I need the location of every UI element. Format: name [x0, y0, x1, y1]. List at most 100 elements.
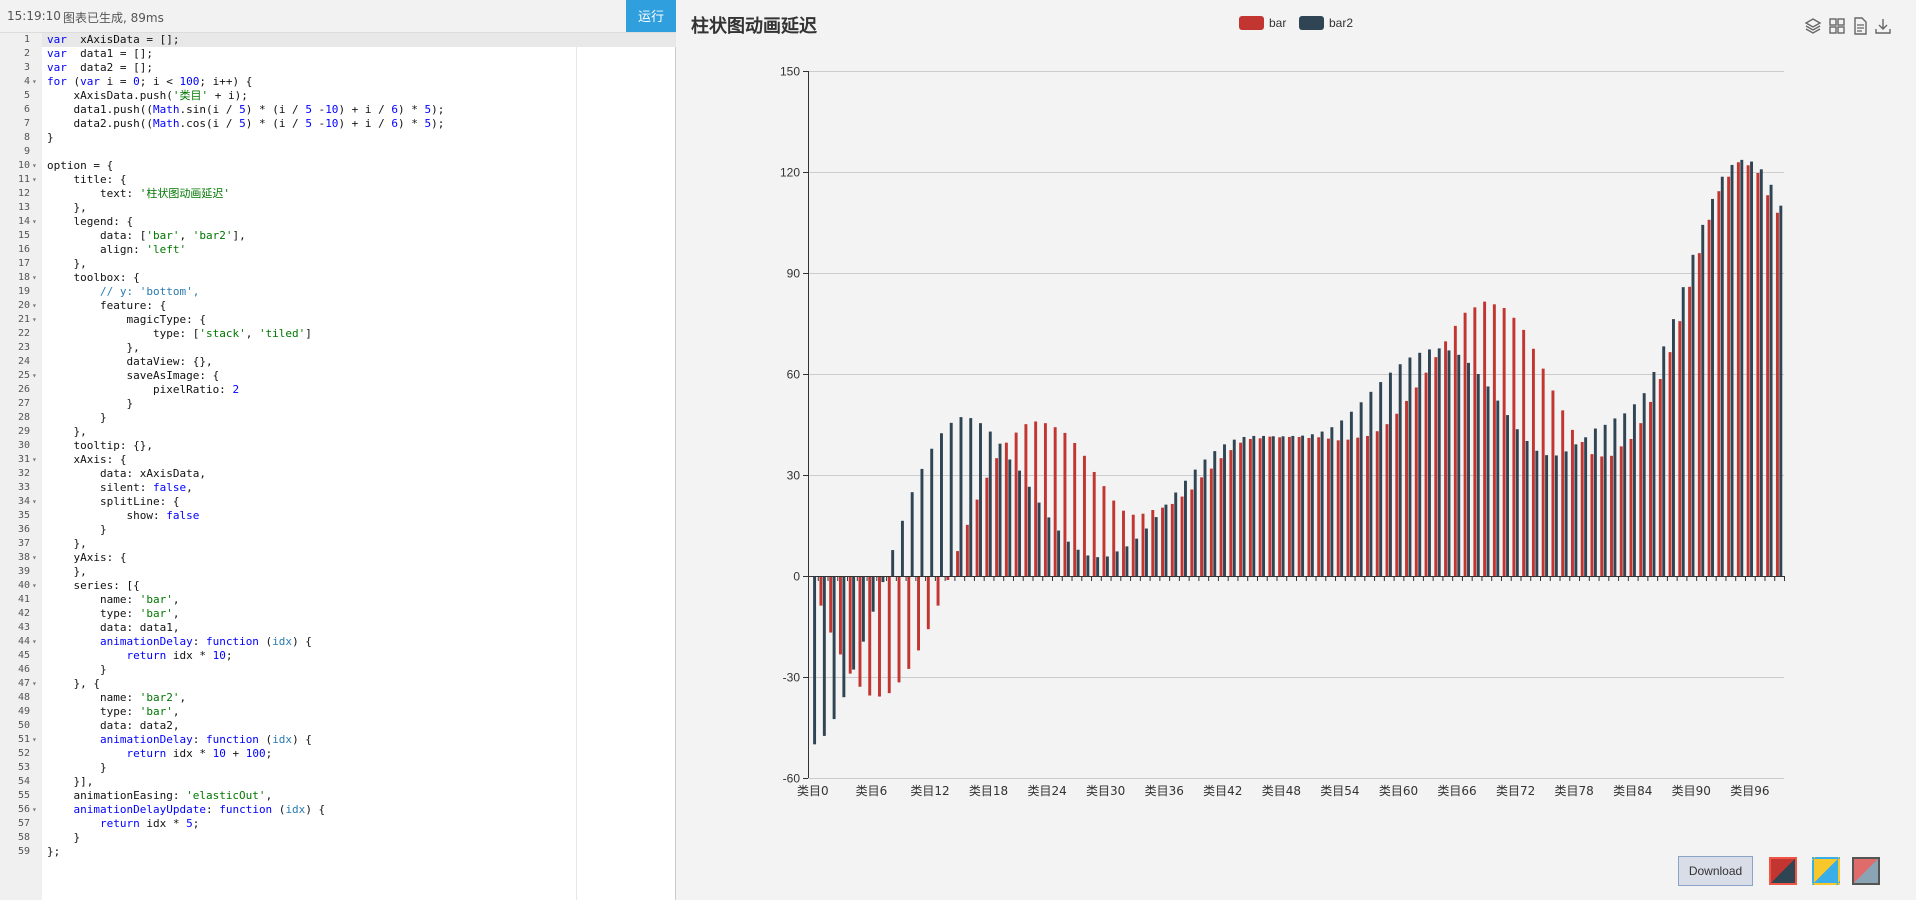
code-line[interactable]: 15 data: ['bar', 'bar2'],: [0, 229, 676, 243]
code-line[interactable]: 12 text: '柱状图动画延迟': [0, 187, 676, 201]
code-line[interactable]: 36 }: [0, 523, 676, 537]
fold-toggle-icon[interactable]: ▾: [32, 175, 37, 184]
code-editor[interactable]: 1 var xAxisData = []; 2 var data1 = []; 3 var…: [0, 33, 676, 900]
code-line[interactable]: 57 return idx * 5;: [0, 817, 676, 831]
tiled-icon[interactable]: [1827, 16, 1847, 36]
code-line[interactable]: 42 type: 'bar',: [0, 607, 676, 621]
code-line[interactable]: 55 animationEasing: 'elasticOut',: [0, 789, 676, 803]
code-line[interactable]: 22 type: ['stack', 'tiled']: [0, 327, 676, 341]
code-line[interactable]: 52 return idx * 10 + 100;: [0, 747, 676, 761]
bar-bar: [1073, 443, 1077, 576]
bar-bar: [1219, 458, 1223, 576]
bar-bar2: [1359, 402, 1363, 576]
code-line[interactable]: 20 ▾ feature: {: [0, 299, 676, 313]
code-line[interactable]: 29 },: [0, 425, 676, 439]
bar-bar: [1658, 379, 1662, 576]
fold-toggle-icon[interactable]: ▾: [32, 371, 37, 380]
line-number: 33: [17, 482, 30, 493]
code-line[interactable]: 6 data1.push((Math.sin(i / 5) * (i / 5 -…: [0, 103, 676, 117]
code-line[interactable]: 9: [0, 145, 676, 159]
fold-toggle-icon[interactable]: ▾: [32, 455, 37, 464]
run-button[interactable]: 运行: [626, 0, 676, 32]
code-line[interactable]: 49 type: 'bar',: [0, 705, 676, 719]
fold-toggle-icon[interactable]: ▾: [32, 273, 37, 282]
fold-toggle-icon[interactable]: ▾: [32, 77, 37, 86]
code-line[interactable]: 59};: [0, 845, 676, 859]
code-line[interactable]: 34 ▾ splitLine: {: [0, 495, 676, 509]
code-line[interactable]: 35 show: false: [0, 509, 676, 523]
code-line[interactable]: 37 },: [0, 537, 676, 551]
fold-toggle-icon[interactable]: ▾: [32, 301, 37, 310]
code-line[interactable]: 3 var data2 = [];: [0, 61, 676, 75]
theme-swatch-default[interactable]: [1769, 857, 1797, 885]
code-line[interactable]: 51 ▾ animationDelay: function (idx) {: [0, 733, 676, 747]
code-text: }: [47, 411, 107, 424]
code-line[interactable]: 46 }: [0, 663, 676, 677]
save-as-image-icon[interactable]: [1873, 16, 1893, 36]
line-number: 7: [23, 118, 30, 129]
code-line[interactable]: 43 data: data1,: [0, 621, 676, 635]
fold-toggle-icon[interactable]: ▾: [32, 497, 37, 506]
code-line[interactable]: 47 ▾ }, {: [0, 677, 676, 691]
bar-bar2: [1408, 357, 1412, 576]
code-line[interactable]: 10 ▾ option = {: [0, 159, 676, 173]
line-number: 32: [17, 468, 30, 479]
code-line[interactable]: 58 }: [0, 831, 676, 845]
code-line[interactable]: 30 tooltip: {},: [0, 439, 676, 453]
bar-bar: [917, 576, 920, 651]
line-number: 16: [17, 244, 30, 255]
code-line[interactable]: 38 ▾ yAxis: {: [0, 551, 676, 565]
code-line[interactable]: 7 data2.push((Math.cos(i / 5) * (i / 5 -…: [0, 117, 676, 131]
code-line[interactable]: 8}: [0, 131, 676, 145]
code-line[interactable]: 25 ▾ saveAsImage: {: [0, 369, 676, 383]
bar-bar: [1756, 173, 1760, 576]
code-text: saveAsImage: {: [47, 369, 220, 382]
code-line[interactable]: 14 ▾ legend: {: [0, 215, 676, 229]
fold-toggle-icon[interactable]: ▾: [32, 553, 37, 562]
code-line[interactable]: 19 // y: 'bottom',: [0, 285, 676, 299]
code-line[interactable]: 13 },: [0, 201, 676, 215]
code-line[interactable]: 1 var xAxisData = [];: [0, 33, 676, 47]
code-text: return idx * 10 + 100;: [126, 747, 273, 760]
code-line[interactable]: 27 }: [0, 397, 676, 411]
code-line[interactable]: 33 silent: false,: [0, 481, 676, 495]
download-button[interactable]: Download: [1678, 856, 1753, 886]
code-line[interactable]: 11 ▾ title: {: [0, 173, 676, 187]
code-line[interactable]: 40 ▾ series: [{: [0, 579, 676, 593]
code-line[interactable]: 23 },: [0, 341, 676, 355]
fold-toggle-icon[interactable]: ▾: [32, 581, 37, 590]
code-line[interactable]: 16 align: 'left': [0, 243, 676, 257]
code-line[interactable]: 2 var data1 = [];: [0, 47, 676, 61]
code-line[interactable]: 5 xAxisData.push('类目' + i);: [0, 89, 676, 103]
code-line[interactable]: 50 data: data2,: [0, 719, 676, 733]
code-line[interactable]: 54 }],: [0, 775, 676, 789]
fold-toggle-icon[interactable]: ▾: [32, 161, 37, 170]
code-line[interactable]: 39 },: [0, 565, 676, 579]
code-line[interactable]: 32 data: xAxisData,: [0, 467, 676, 481]
code-line[interactable]: 17 },: [0, 257, 676, 271]
code-line[interactable]: 56 ▾ animationDelayUpdate: function (idx)…: [0, 803, 676, 817]
fold-toggle-icon[interactable]: ▾: [32, 637, 37, 646]
code-line[interactable]: 28 }: [0, 411, 676, 425]
fold-toggle-icon[interactable]: ▾: [32, 805, 37, 814]
code-line[interactable]: 45 return idx * 10;: [0, 649, 676, 663]
code-line[interactable]: 4 ▾ for (var i = 0; i < 100; i++) {: [0, 75, 676, 89]
line-number: 27: [17, 398, 30, 409]
fold-toggle-icon[interactable]: ▾: [32, 735, 37, 744]
code-line[interactable]: 48 name: 'bar2',: [0, 691, 676, 705]
fold-toggle-icon[interactable]: ▾: [32, 315, 37, 324]
code-line[interactable]: 41 name: 'bar',: [0, 593, 676, 607]
code-line[interactable]: 24 dataView: {},: [0, 355, 676, 369]
fold-toggle-icon[interactable]: ▾: [32, 217, 37, 226]
theme-swatch-light[interactable]: [1812, 857, 1840, 885]
code-line[interactable]: 18 ▾ toolbox: {: [0, 271, 676, 285]
code-line[interactable]: 44 ▾ animationDelay: function (idx) {: [0, 635, 676, 649]
code-line[interactable]: 53 }: [0, 761, 676, 775]
code-line[interactable]: 26 pixelRatio: 2: [0, 383, 676, 397]
theme-swatch-dark[interactable]: [1852, 857, 1880, 885]
stack-icon[interactable]: [1803, 16, 1823, 36]
fold-toggle-icon[interactable]: ▾: [32, 679, 37, 688]
data-view-icon[interactable]: [1850, 16, 1870, 36]
code-line[interactable]: 31 ▾ xAxis: {: [0, 453, 676, 467]
code-line[interactable]: 21 ▾ magicType: {: [0, 313, 676, 327]
